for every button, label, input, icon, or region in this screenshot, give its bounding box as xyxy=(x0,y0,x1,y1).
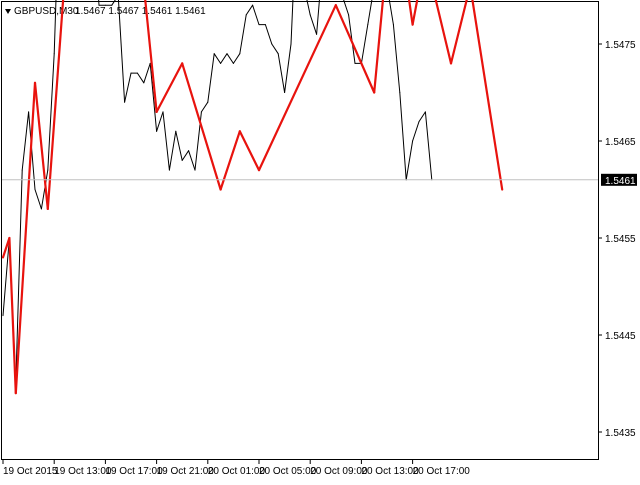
y-tick-label: 1.5465 xyxy=(605,137,636,148)
x-tick-label: 20 Oct 09:00 xyxy=(310,466,368,477)
x-tick-label: 19 Oct 21:00 xyxy=(157,466,215,477)
x-tick-label: 20 Oct 01:00 xyxy=(208,466,266,477)
x-tick-label: 19 Oct 17:00 xyxy=(105,466,163,477)
symbol-label: GBPUSD,M30 xyxy=(14,6,79,17)
y-tick-label: 1.5475 xyxy=(605,40,636,51)
y-tick-label: 1.5455 xyxy=(605,234,636,245)
x-tick-label: 19 Oct 13:00 xyxy=(54,466,112,477)
x-tick-label: 20 Oct 13:00 xyxy=(361,466,419,477)
x-tick-label: 20 Oct 17:00 xyxy=(413,466,471,477)
x-tick-label: 20 Oct 05:00 xyxy=(259,466,317,477)
current-price-label: 1.5461 xyxy=(605,176,636,187)
x-tick-label: 19 Oct 2015 xyxy=(3,466,58,477)
y-tick-label: 1.5445 xyxy=(605,331,636,342)
y-tick-label: 1.5435 xyxy=(605,428,636,439)
ohlc-values: 1.5467 1.5467 1.5461 1.5461 xyxy=(75,6,206,17)
